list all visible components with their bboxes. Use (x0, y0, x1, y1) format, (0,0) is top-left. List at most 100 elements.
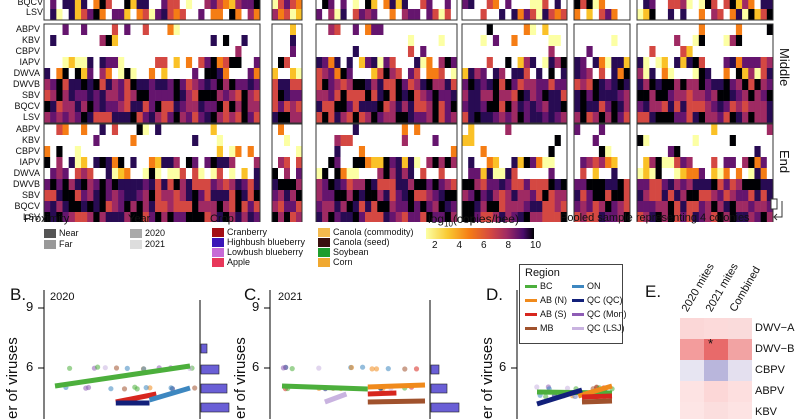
heatmap-cell (340, 190, 347, 201)
heatmap-cell (161, 9, 168, 20)
heatmap-cell (686, 0, 693, 9)
heatmap-cell (118, 46, 125, 57)
heatmap-cell (62, 190, 69, 201)
heatmap-cell (450, 101, 458, 112)
heatmap-cell (198, 146, 205, 157)
heatmap-cell (674, 201, 681, 212)
heatmap-cell (328, 24, 335, 35)
heatmap-cell (111, 24, 119, 35)
heatmap-cell (87, 190, 94, 201)
heatmap-cell (517, 124, 525, 135)
heatmap-cell (371, 57, 378, 68)
heatmap-cell (365, 0, 372, 9)
heatmap-cell (278, 190, 285, 201)
heatmap-cell (554, 101, 562, 112)
heatmap-cell (216, 57, 224, 68)
heatmap-cell (511, 24, 518, 35)
panel-e-cell (728, 381, 752, 402)
heatmap-cell (605, 46, 612, 57)
heatmap-cell (492, 157, 500, 168)
heatmap-cell (222, 46, 230, 57)
heatmap-cell (272, 212, 279, 222)
heatmap-cell (198, 68, 205, 79)
heatmap-panel-frame (43, 123, 261, 222)
heatmap-cell (272, 201, 279, 212)
heatmap-cell (705, 112, 712, 123)
heatmap-cell (155, 168, 162, 179)
heatmap-cell (511, 157, 518, 168)
heatmap-cell (468, 101, 475, 112)
heatmap-cell (173, 0, 181, 9)
heatmap-cell (760, 24, 768, 35)
heatmap-cell (204, 124, 211, 135)
heatmap-cell (346, 168, 354, 179)
heatmap-cell (340, 79, 347, 90)
heatmap-cell (760, 146, 768, 157)
heatmap-cell (523, 124, 531, 135)
panel-e-letter: E. (645, 282, 662, 301)
heatmap-cell (729, 168, 737, 179)
heatmap-cell (93, 212, 100, 222)
heatmap-cell (611, 179, 618, 190)
heatmap-cell (50, 201, 57, 212)
heatmap-cell (742, 24, 749, 35)
heatmap-cell (142, 112, 150, 123)
region-label: QC (QC) (587, 295, 623, 305)
heatmap-cell (328, 46, 335, 57)
heatmap-cell (389, 46, 396, 57)
heatmap-cell (692, 0, 700, 9)
heatmap-cell (87, 135, 94, 146)
heatmap-cell (204, 24, 211, 35)
heatmap-cell (560, 190, 568, 201)
heatmap-cell (216, 124, 224, 135)
trend-line-d-qcqc (536, 387, 583, 407)
heatmap-cell (247, 146, 255, 157)
heatmap-cell (598, 90, 606, 101)
heatmap-cell (56, 35, 63, 46)
heatmap-cell (290, 135, 297, 146)
heatmap-cell (371, 179, 378, 190)
heatmap-cell (241, 168, 248, 179)
heatmap-cell (272, 190, 279, 201)
heatmap-cell (229, 179, 236, 190)
heatmap-cell (723, 168, 731, 179)
heatmap-cell (278, 46, 285, 57)
heatmap-cell (99, 135, 107, 146)
heatmap-cell (395, 68, 403, 79)
heatmap-cell (637, 146, 644, 157)
heatmap-cell (142, 212, 150, 222)
heatmap-cell (592, 201, 600, 212)
heatmap-cell (444, 57, 452, 68)
heatmap-cell (389, 35, 396, 46)
heatmap-cell (605, 57, 612, 68)
heatmap-cell (574, 146, 581, 157)
heatmap-cell (56, 157, 63, 168)
heatmap-cell (598, 9, 606, 20)
heatmap-cell (426, 57, 433, 68)
heatmap-cell (365, 90, 372, 101)
heatmap-cell (99, 157, 107, 168)
heatmap-cell (74, 124, 82, 135)
heatmap-cell (179, 179, 187, 190)
heatmap-cell (414, 68, 421, 79)
heatmap-cell (136, 201, 144, 212)
heatmap-cell (167, 124, 174, 135)
heatmap-cell (316, 135, 323, 146)
heatmap-cell (611, 157, 618, 168)
heatmap-cell (358, 79, 366, 90)
scatter-point (124, 365, 130, 371)
heatmap-cell (560, 68, 568, 79)
heatmap-cell (643, 57, 650, 68)
heatmap-cell (529, 79, 537, 90)
heatmap-cell (290, 46, 297, 57)
scatter-point (83, 385, 89, 391)
heatmap-cell (81, 79, 88, 90)
heatmap-cell (296, 201, 303, 212)
heatmap-cell (492, 46, 500, 57)
heatmap-cell (284, 212, 291, 222)
heatmap-cell (548, 146, 555, 157)
legend-label-near: Near (59, 228, 79, 238)
heatmap-cell (142, 9, 150, 20)
heatmap-cell (222, 35, 230, 46)
heatmap-cell (247, 57, 255, 68)
